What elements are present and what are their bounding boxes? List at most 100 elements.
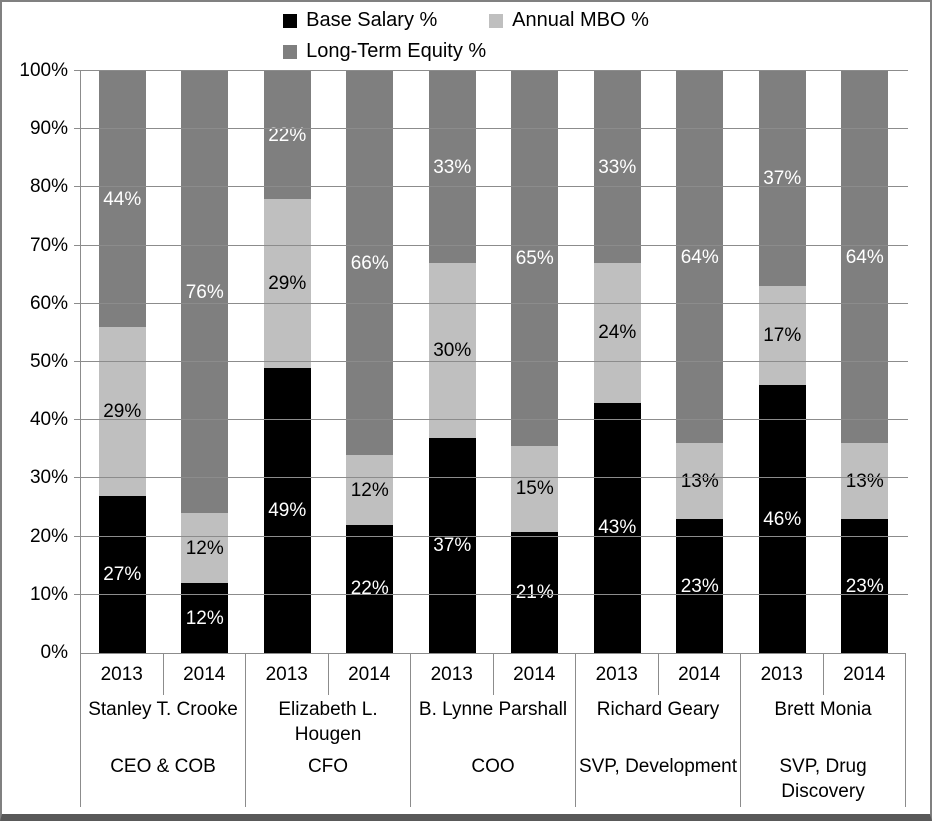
bar-segment: 64% [676,71,724,444]
category-group: 2013 2014 Stanley T. Crooke CEO & COB [80,654,245,807]
legend-item-long-term-equity: Long-Term Equity % [283,40,489,63]
segment-value-label: 12% [350,479,389,501]
long-term-equity-swatch-icon [283,44,298,59]
bar-group: 43% 24% 33% 23% 13% 64% [576,70,742,653]
grid-line [74,477,908,479]
stacked-bar: 27% 29% 44% [98,71,146,653]
segment-value-label: 33% [598,156,637,178]
segment-value-label: 29% [268,272,307,294]
year-label: 2013 [576,654,659,695]
grid-line [74,244,908,246]
segment-value-label: 64% [845,246,884,268]
bar-segment: 13% [841,443,889,520]
bar-segment: 64% [841,71,889,444]
year-label: 2013 [741,654,824,695]
year-row: 2013 2014 [576,654,740,695]
legend-item-annual-mbo: Annual MBO % [489,9,649,32]
plot-area: 27% 29% 44% 12% 12% 76% 49% 29% 22% 22% 12% 66% 37% 3… [19,60,908,663]
segment-value-label: 37% [763,168,802,190]
y-axis-label: 40% [29,409,68,431]
bar-segment: 22% [263,70,311,200]
stacked-bar: 37% 30% 33% [428,71,476,653]
bar-segment: 30% [428,263,476,438]
grid-line [74,593,908,595]
stacked-bar: 46% 17% 37% [758,71,806,653]
year-label: 2014 [678,663,721,685]
segment-value-label: 27% [103,563,142,585]
role-label: SVP, Development [578,756,738,777]
bar-slot: 22% 12% 66% [329,70,412,653]
bar-slot: 23% 13% 64% [659,71,742,653]
chart-legend: Base Salary % Annual MBO % Long-Term Equ… [2,9,930,63]
y-axis-label: 30% [29,467,68,489]
role-label: CEO & COB [110,756,216,777]
bar-group: 27% 29% 44% 12% 12% 76% [81,71,246,653]
segment-value-label: 29% [103,400,142,422]
bar-slot: 43% 24% 33% [576,70,659,653]
segment-value-label: 64% [680,246,719,268]
bar-segment: 22% [346,524,394,653]
segment-value-label: 23% [680,575,719,597]
year-label: 2014 [183,663,226,685]
bar-segment: 65% [511,71,559,446]
bar-segment: 12% [346,455,394,525]
bar-group: 46% 17% 37% 23% 13% 64% [741,71,906,653]
y-axis-label: 50% [29,351,68,372]
bar-slot: 21% 15% 65% [494,71,577,653]
segment-value-label: 22% [350,578,389,600]
person-label: B. Lynne Parshall [418,699,568,720]
bar-segment: 23% [841,519,889,653]
bar-segment: 23% [676,519,724,653]
role-label: SVP, Drug Discovery [779,756,867,802]
year-label: 2014 [348,663,391,685]
bar-slot: 37% 30% 33% [411,71,494,653]
category-group: 2013 2014 Brett Monia SVP, Drug Discovery [740,654,906,807]
bars-container: 27% 29% 44% 12% 12% 76% 49% 29% 22% 22% 12% 66% 37% 3… [81,70,906,653]
legend-label: Annual MBO % [512,9,649,31]
segment-value-label: 12% [185,607,224,629]
bar-segment: 12% [181,513,229,584]
bar-segment: 13% [676,443,724,520]
y-axis-label: 0% [40,642,68,663]
year-label: 2014 [843,663,886,685]
grid-line [74,128,908,130]
segment-value-label: 65% [515,247,554,269]
bar-group: 49% 29% 22% 22% 12% 66% [246,70,412,653]
year-label: 2013 [81,654,164,695]
bar-slot: 27% 29% 44% [81,71,164,653]
segment-value-label: 13% [845,470,884,492]
bar-slot: 12% 12% 76% [164,71,247,653]
grid-line [74,361,908,362]
segment-value-label: 12% [185,537,224,559]
stacked-bar: 22% 12% 66% [346,70,394,653]
bar-segment: 46% [758,385,806,653]
segment-value-label: 30% [433,339,472,361]
bar-segment: 33% [593,70,641,264]
bar-segment: 49% [263,367,311,653]
bar-segment: 76% [181,71,229,514]
grid-line [74,186,908,188]
bar-segment: 27% [98,495,146,653]
year-label: 2013 [411,654,494,695]
stacked-bar: 23% 13% 64% [841,71,889,653]
bar-segment: 29% [263,199,311,368]
year-label: 2013 [246,654,329,695]
segment-value-label: 66% [350,252,389,274]
segment-value-label: 23% [845,575,884,597]
bar-segment: 37% [428,437,476,653]
y-axis-label: 90% [29,118,68,140]
grid-line [74,419,908,421]
segment-value-label: 44% [103,188,142,210]
bar-segment: 33% [428,71,476,264]
y-axis-label: 70% [29,234,68,256]
bar-segment: 44% [98,71,146,328]
y-axis-label: 20% [29,525,68,547]
y-axis-label: 80% [29,176,68,198]
grid-line [74,535,908,537]
category-axis: 2013 2014 Stanley T. Crooke CEO & COB 2013 20… [80,654,906,807]
segment-value-label: 21% [515,581,554,603]
bar-segment: 37% [758,71,806,287]
category-group: 2013 2014 Elizabeth L. Hougen CFO [245,654,410,807]
stacked-bar: 21% 15% 65% [511,71,559,653]
